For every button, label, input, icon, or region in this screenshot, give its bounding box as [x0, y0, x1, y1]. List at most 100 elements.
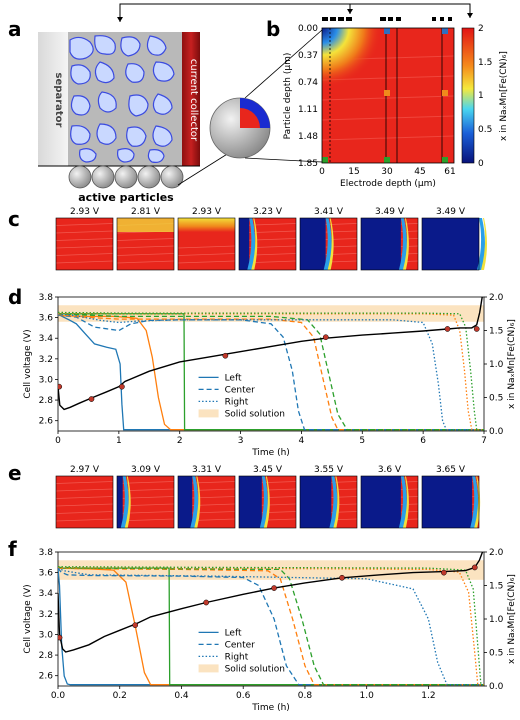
series-group	[58, 552, 484, 686]
snapshot-marker	[58, 634, 63, 641]
panel-c-label: c	[8, 207, 20, 231]
svg-text:30: 30	[381, 167, 393, 177]
series-line-right-dashed	[58, 566, 484, 686]
snapshot-marker	[473, 326, 480, 332]
y2-axis-label: x in NaₓMn[Fe(CN)₆]	[507, 319, 517, 409]
panel-f: f 0.0 0.2 0.4 0.6 0.8 1.0 1.2 2.6 2.8 3.0 3.2 3.4 3.…	[8, 537, 517, 713]
zoom-line-2	[244, 29, 323, 99]
y-tick-label: 3.2	[39, 610, 53, 620]
pore-network	[69, 35, 175, 163]
panel-e-label: e	[8, 461, 22, 485]
voltage-label: 3.49 V	[375, 207, 405, 217]
active-particles-label: active particles	[78, 191, 174, 204]
b-yticks: 0.00 0.37 0.74 1.11 1.48 1.85	[298, 24, 318, 169]
x-tick-label: 0.2	[113, 691, 127, 701]
y2-tick-label: 0.0	[489, 427, 504, 437]
legend-swatch	[198, 409, 219, 418]
panel-e: e 2.97 V 3.09 V 3.31 V 3.45 V 3.55 V 3.6 V 3.6…	[8, 461, 481, 529]
legend-label: Center	[225, 385, 256, 395]
x-axis-label: Time (h)	[251, 703, 290, 713]
voltage-label: 3.23 V	[253, 207, 283, 217]
zoom-line-3	[244, 157, 323, 163]
legend-label: Left	[225, 628, 242, 638]
x-tick-label: 5	[359, 436, 365, 446]
voltage-label: 3.65 V	[436, 465, 466, 475]
svg-text:0: 0	[478, 159, 484, 169]
svg-text:2: 2	[478, 24, 484, 34]
snapshot-marker	[88, 396, 95, 402]
legend-label: Solid solution	[225, 409, 285, 419]
series-line-left-solid	[58, 313, 484, 431]
snapshot-marker	[322, 334, 329, 341]
y-tick-label: 2.6	[39, 417, 54, 427]
voltage-label: 2.93 V	[192, 207, 222, 217]
c-snapshot-tiles: 2.93 V 2.81 V 2.93 V 3.23 V 3.41 V 3.49 V 3.49…	[55, 207, 487, 271]
panel-b-label: b	[266, 17, 280, 41]
snapshot-tile	[421, 217, 487, 271]
y-tick-label: 2.6	[39, 672, 54, 682]
snapshot-marker	[441, 569, 447, 576]
chart-d: 0 1 2 3 4 5 6 7 2.6 2.8 3.0 3.2 3.4 3.6 3.8 0.0 0.5 1.0 1.…	[23, 293, 517, 458]
panel-a: a separator current collector	[8, 3, 473, 204]
panel-b: b 0.00 0.37 0.74 1.11	[266, 17, 509, 189]
snapshot-marker	[58, 383, 63, 390]
series-line-left-dotted	[58, 313, 484, 431]
snapshot-tile	[55, 217, 114, 271]
colorbar-label: x in NaₓMn[Fe(CN)₆]	[499, 51, 509, 141]
svg-text:1.48: 1.48	[298, 132, 318, 142]
active-particle-spheres	[68, 165, 184, 189]
x-tick-label: 1.2	[421, 691, 435, 701]
y-tick-label: 3.0	[39, 630, 54, 640]
y-tick-label: 3.6	[39, 569, 54, 579]
series-line-center-dashed	[58, 313, 484, 431]
series-line-center-dotted	[58, 312, 484, 431]
legend-label: Right	[225, 397, 249, 407]
snapshot-marker	[444, 326, 451, 332]
y2-tick-label: 1.0	[489, 615, 504, 625]
b-xlabel: Electrode depth (µm)	[340, 179, 436, 189]
legend-label: Solid solution	[225, 664, 285, 674]
y-tick-label: 3.2	[39, 355, 53, 365]
y2-tick-label: 2.0	[489, 548, 504, 558]
svg-text:0.5: 0.5	[478, 125, 492, 135]
svg-text:0.00: 0.00	[298, 24, 318, 34]
x-tick-label: 2	[177, 436, 183, 446]
chart-f: 0.0 0.2 0.4 0.6 0.8 1.0 1.2 2.6 2.8 3.0 3.2 3.4 3.6 3…	[23, 548, 517, 713]
svg-text:45: 45	[414, 167, 425, 177]
svg-text:0.74: 0.74	[298, 78, 318, 88]
colorbar	[461, 27, 475, 164]
snapshot-marker	[222, 352, 229, 359]
series-line-left-dashed	[58, 567, 484, 686]
x-tick-label: 0.6	[236, 691, 251, 701]
voltage-label: 3.55 V	[314, 465, 344, 475]
snapshot-tile	[116, 217, 175, 271]
svg-text:15: 15	[348, 167, 359, 177]
snapshot-tile	[116, 475, 175, 529]
snapshot-tile	[299, 217, 358, 271]
b-ylabel: Particle depth (µm)	[283, 53, 293, 140]
x-tick-label: 1.0	[360, 691, 375, 701]
y2-axis-label: x in NaₓMn[Fe(CN)₆]	[507, 574, 517, 664]
separator-layer	[38, 32, 68, 166]
panel-f-label: f	[8, 537, 17, 561]
y-tick-label: 3.4	[39, 334, 54, 344]
voltage-label: 2.93 V	[70, 207, 100, 217]
series-line-center-solid	[58, 314, 484, 431]
snapshot-tile	[360, 475, 419, 529]
voltage-label: 2.97 V	[70, 465, 100, 475]
solid-solution-band	[58, 305, 484, 322]
y2-tick-label: 1.0	[489, 360, 504, 370]
voltage-label: 3.49 V	[436, 207, 466, 217]
x-tick-label: 0.4	[174, 691, 189, 701]
svg-text:0.37: 0.37	[298, 51, 318, 61]
y-axis-label: Cell voltage (V)	[23, 584, 33, 653]
snapshot-marker	[271, 585, 277, 591]
y-axis-label: Cell voltage (V)	[23, 329, 33, 398]
y-tick-label: 3.4	[39, 589, 54, 599]
svg-text:1: 1	[478, 91, 484, 101]
snapshot-marker	[119, 383, 125, 390]
voltage-label: 2.81 V	[131, 207, 161, 217]
legend: Left Center Right Solid solution	[198, 373, 285, 419]
y2-tick-label: 2.0	[489, 293, 504, 303]
